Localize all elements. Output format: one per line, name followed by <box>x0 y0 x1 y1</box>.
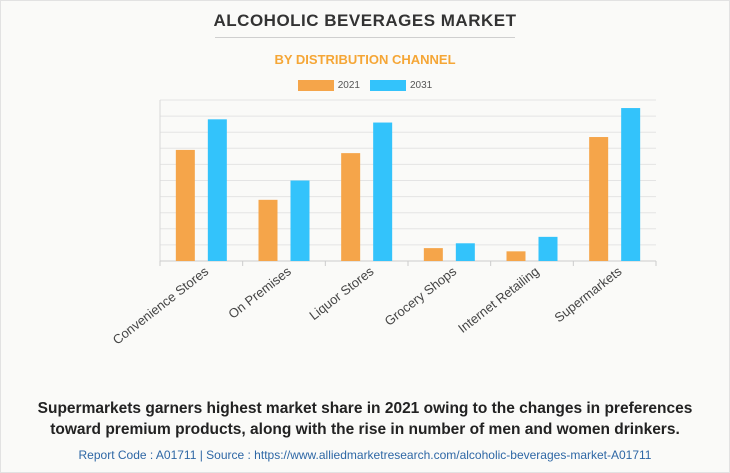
x-tick-label-grocery-shops: Grocery Shops <box>382 263 460 329</box>
legend-item-2031[interactable]: 2031 <box>370 80 432 91</box>
x-tick-label-supermarkets: Supermarkets <box>552 263 625 325</box>
caption-line-2: toward premium products, along with the … <box>50 421 680 438</box>
x-tick-label-on-premises: On Premises <box>225 263 294 321</box>
legend-label-2021: 2021 <box>337 80 360 91</box>
x-tick-label-convenience-stores: Convenience Stores <box>110 263 212 347</box>
legend-swatch-2031 <box>370 80 406 91</box>
legend: 2021 2031 <box>0 80 730 91</box>
bar-2021-on-premises <box>258 199 278 261</box>
bar-2021-internet-retailing <box>506 251 526 261</box>
bar-2021-supermarkets <box>589 137 609 261</box>
bar-2031-supermarkets <box>621 108 641 261</box>
legend-item-2021[interactable]: 2021 <box>297 80 360 91</box>
source-footer[interactable]: Report Code : A01711 | Source : https://… <box>78 448 652 462</box>
chart-caption: Supermarkets garners highest market shar… <box>0 398 730 440</box>
bar-2021-liquor-stores <box>341 153 361 261</box>
title-divider <box>215 37 515 38</box>
legend-label-2031: 2031 <box>410 80 433 91</box>
bar-2031-grocery-shops <box>455 243 475 261</box>
caption-line-1: Supermarkets garners highest market shar… <box>37 400 693 417</box>
bar-2031-on-premises <box>290 180 310 261</box>
bar-chart: Convenience Stores On Premises Liquor Stor… <box>110 99 657 347</box>
bar-2021-grocery-shops <box>423 248 443 261</box>
legend-swatch-2021 <box>297 80 334 91</box>
bar-2021-convenience-stores <box>175 149 195 261</box>
bar-2031-convenience-stores <box>207 119 227 261</box>
x-tick-label-liquor-stores: Liquor Stores <box>306 263 377 323</box>
bar-2031-internet-retailing <box>538 236 558 261</box>
chart-subtitle: BY DISTRIBUTION CHANNEL <box>274 52 456 67</box>
chart-title: ALCOHOLIC BEVERAGES MARKET <box>213 11 517 30</box>
x-tick-label-internet-retailing: Internet Retailing <box>455 264 542 336</box>
bar-2031-liquor-stores <box>373 122 393 261</box>
